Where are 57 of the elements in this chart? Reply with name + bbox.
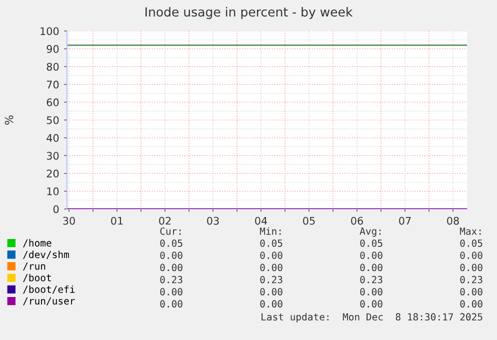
x-tick-label: 01 [111,216,123,225]
text: 0.00 [260,264,282,272]
x-tick-label: 05 [303,216,315,225]
text: 0.00 [260,300,282,308]
y-tick-label: 10 [47,187,59,196]
y-tick-label: 100 [40,27,59,36]
y-tick-label: 40 [46,134,59,142]
x-tick-label: 04 [255,216,268,225]
text: 0.23 [160,276,182,284]
x-tick-label: 06 [351,216,363,225]
text: 0.00 [160,288,182,296]
text: Avg: [360,228,381,237]
text: 0.00 [360,252,382,259]
text: 0.00 [460,264,482,272]
text: 0.05 [360,239,382,247]
y-tick-label: 0 [53,205,59,214]
legend-label: /boot/efi [23,285,75,294]
y-tick-label: 80 [46,62,59,71]
text: 0.00 [360,300,382,308]
y-axis-title: % [4,115,14,125]
legend-label: /home [23,239,52,248]
text: 0.00 [360,264,382,272]
x-tick-label: 03 [207,216,219,225]
text: 0.00 [260,288,282,296]
text: 0.05 [260,239,282,247]
y-tick-label: 30 [46,152,59,160]
text: 0.00 [160,300,182,308]
text: 0.00 [260,252,282,259]
y-tick-label: 70 [46,80,59,89]
y-tick-label: 20 [46,170,59,178]
legend-label: /run [23,262,46,271]
y-tick-label: 50 [46,116,59,124]
text: 0.00 [460,300,482,308]
x-tick-label: 02 [159,216,171,225]
x-tick-label: 07 [399,216,411,225]
text: 0.00 [460,288,482,296]
text: 0.23 [460,276,482,284]
text: 0.05 [460,239,482,247]
legend-label: /dev/shm [23,250,69,259]
text: Max: [460,228,481,235]
text: 0.23 [360,276,382,284]
y-tick-label: 90 [46,45,59,53]
text: 0.23 [260,276,282,284]
y-tick-label: 60 [46,98,59,106]
text: Last update: Mon Dec 8 18:30:17 2025 [262,313,482,322]
chart-title: Inode usage in percent - by week [146,6,353,20]
text: Cur: [160,227,181,235]
x-tick-label: 08 [447,216,459,225]
text: 0.00 [460,252,482,259]
text: Min: [260,227,281,235]
x-tick-label: 30 [63,216,75,225]
text: 0.00 [360,288,382,296]
text: 0.00 [160,264,182,272]
text: 0.05 [160,239,182,247]
legend-label: /run/user [23,297,75,306]
legend-label: /boot [23,274,51,282]
text: 0.00 [160,252,182,259]
